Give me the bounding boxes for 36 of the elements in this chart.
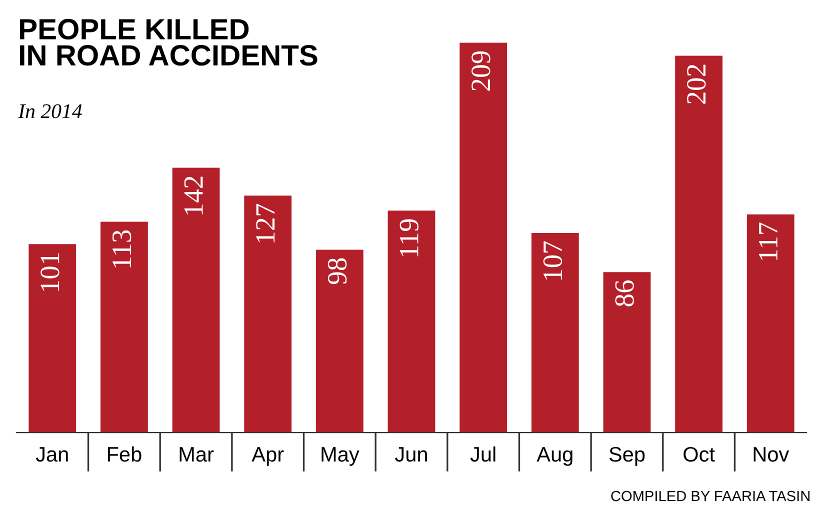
data-label: 127 (256, 204, 275, 242)
bar (100, 222, 148, 433)
bar (675, 56, 723, 433)
data-label: 119 (400, 219, 418, 256)
bar (172, 168, 220, 433)
chart-title: PEOPLE KILLED IN ROAD ACCIDENTS (20, 18, 318, 66)
bar (28, 244, 76, 433)
data-label: 107 (543, 241, 562, 280)
x-tick-label: Mar (180, 447, 214, 462)
bar (316, 250, 364, 433)
bar (388, 210, 436, 433)
x-tick-label: May (322, 447, 360, 466)
x-tick-label: Feb (108, 446, 142, 462)
data-label: 202 (687, 64, 706, 104)
text: COMPILED BY FAARIA TASIN (611, 490, 810, 502)
x-tick-label: Nov (754, 447, 790, 462)
data-label: 117 (758, 222, 778, 260)
x-tick-label: Jan (36, 447, 68, 462)
x-tick-label: Aug (536, 447, 572, 466)
bar (531, 232, 579, 433)
data-label: 209 (472, 51, 490, 91)
text: In 2014 (18, 104, 82, 118)
data-label: 101 (40, 253, 60, 291)
x-tick-label: Jul (470, 446, 496, 462)
x-tick-label: Apr (252, 447, 284, 466)
bar (603, 272, 651, 433)
bar (460, 42, 508, 433)
data-label: 86 (615, 280, 634, 306)
data-label: 142 (184, 176, 203, 214)
x-tick-label: Oct (684, 446, 715, 462)
bar (244, 196, 292, 433)
x-tick-label: Jun (395, 447, 427, 462)
bar (746, 214, 794, 433)
data-label: 98 (328, 258, 347, 284)
data-label: 113 (112, 230, 132, 268)
x-tick-label: Sep (609, 446, 645, 466)
